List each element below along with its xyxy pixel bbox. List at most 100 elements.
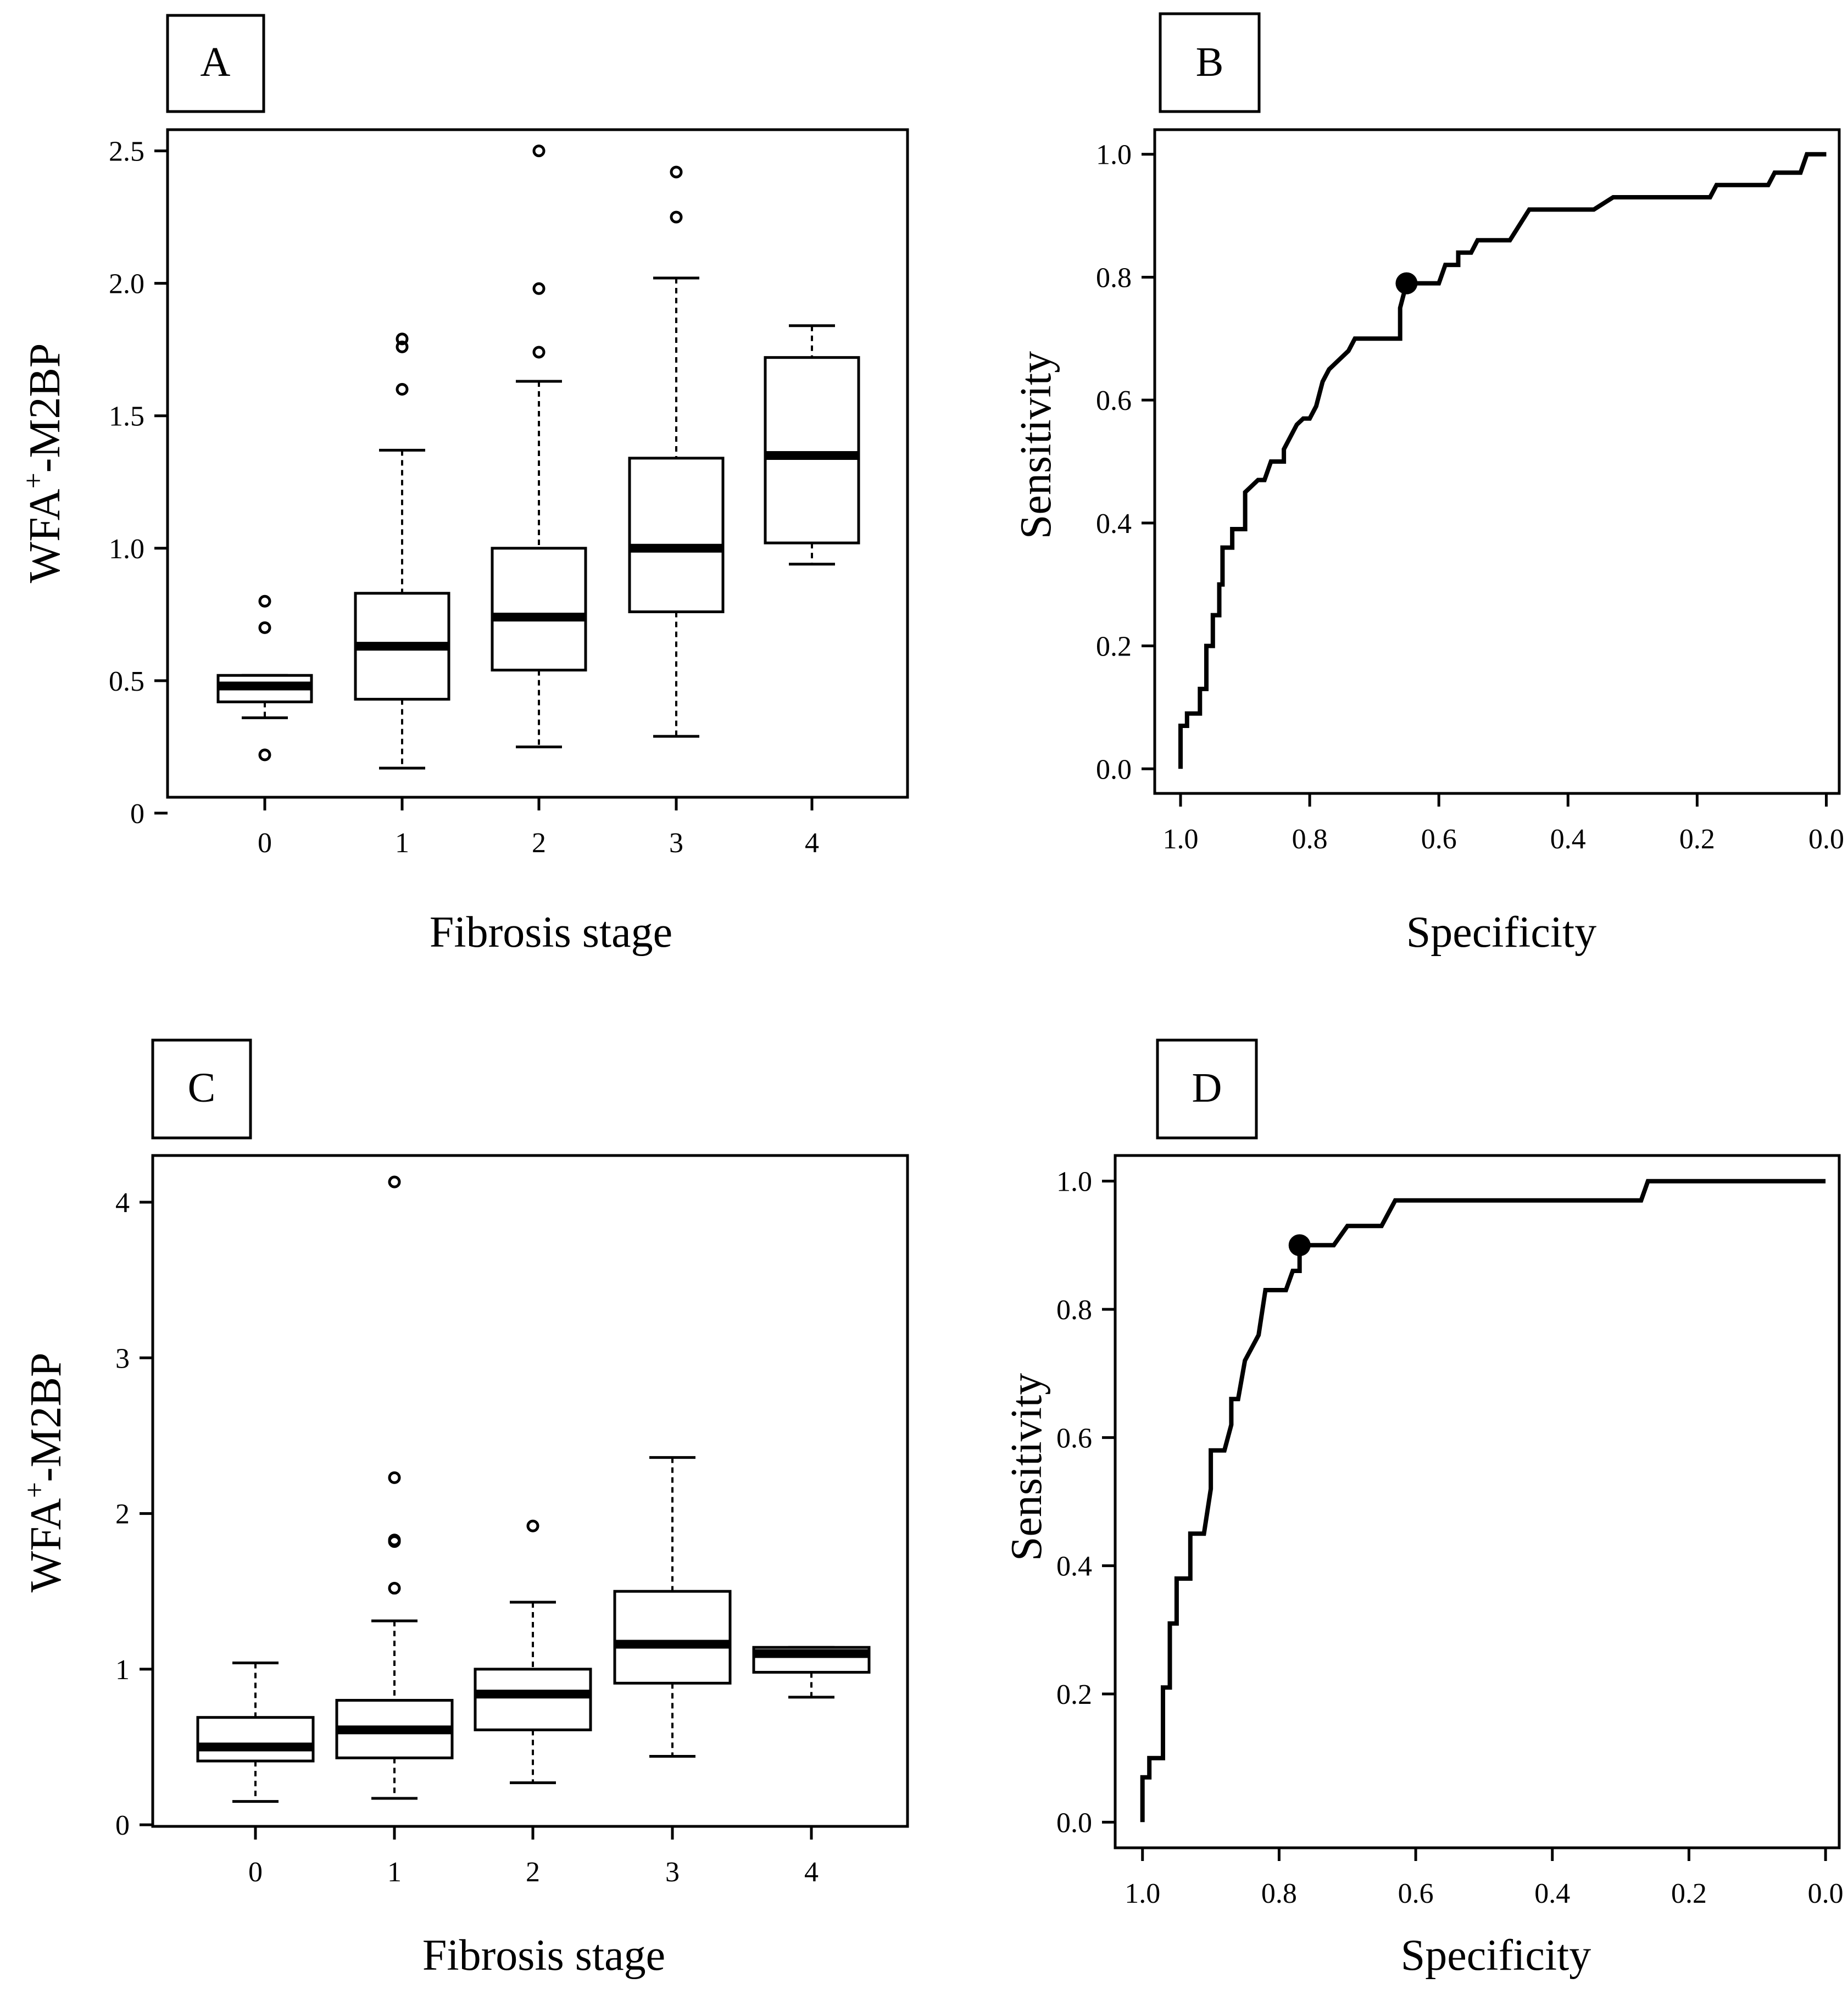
panel-d-x-axis-label: Specificity bbox=[1401, 1931, 1591, 1980]
panel-d-y-axis-label: Sensitivity bbox=[1003, 1373, 1051, 1561]
panel-a-box-iqr bbox=[764, 356, 860, 545]
panel-d-marks: 0.0 0.2 0.4 0.6 0.8 1.0 1.0 0.8 0.6 0.4 0.2 0.0 bbox=[1056, 1166, 1844, 1909]
panel-a-box-stage-4 bbox=[764, 324, 860, 566]
panel-c-y-tick-label: 3 bbox=[115, 1343, 130, 1374]
panel-b-x-tick-label: 0.2 bbox=[1679, 824, 1715, 855]
panel-d-y-tick-label: 0.4 bbox=[1056, 1551, 1092, 1582]
panel-c-box-stage-2 bbox=[474, 1519, 592, 1785]
panel-c-box-iqr bbox=[613, 1590, 732, 1685]
panel-b-plot-frame bbox=[1153, 128, 1841, 795]
panel-d: D 0.0 0.2 0.4 0.6 0.8 1.0 1.0 0.8 0.6 0.4 0.2 0.0 S… bbox=[1003, 1038, 1844, 1980]
panel-c-x-tick-label: 0 bbox=[248, 1857, 263, 1888]
panel-c-y-axis-label-main: WFA bbox=[22, 1498, 70, 1592]
panel-a-y-tick-label: 1.5 bbox=[109, 401, 144, 432]
panel-a-letter-box bbox=[166, 14, 265, 113]
panel-d-x-tick-label: 0.8 bbox=[1261, 1878, 1297, 1909]
panel-d-x-tick-label: 0.6 bbox=[1398, 1878, 1434, 1909]
panel-a-outlier-point bbox=[532, 282, 546, 295]
panel-a-letter: A bbox=[201, 39, 231, 85]
panel-c-letter: C bbox=[188, 1065, 216, 1111]
panel-a-box-stage-3 bbox=[628, 165, 725, 738]
panel-b-y-tick-label: 0.4 bbox=[1096, 508, 1132, 540]
panel-b-x-tick-label: 0.8 bbox=[1292, 824, 1328, 855]
panel-c-box-stage-0 bbox=[196, 1662, 315, 1803]
panel-a-box-iqr bbox=[628, 457, 725, 613]
panel-b-y-tick-label: 1.0 bbox=[1096, 140, 1132, 171]
panel-a-box-stage-2 bbox=[491, 145, 587, 748]
panel-a-outlier-point bbox=[396, 383, 409, 396]
panel-c-letter-box bbox=[151, 1038, 252, 1140]
panel-a-y-tick-label: 0.5 bbox=[109, 666, 144, 697]
panel-c-box-iqr bbox=[474, 1668, 592, 1731]
panel-b-y-tick-label: 0.0 bbox=[1096, 754, 1132, 785]
panel-c-x-axis-label: Fibrosis stage bbox=[422, 1931, 665, 1980]
panel-a-outlier-point bbox=[258, 748, 271, 762]
panel-c-outlier-point bbox=[388, 1535, 401, 1548]
panel-c-outlier-point bbox=[388, 1471, 401, 1484]
panel-c-plot-frame bbox=[151, 1154, 909, 1828]
panel-c-box-stage-1 bbox=[335, 1175, 454, 1800]
panel-a-box-stage-0 bbox=[216, 595, 313, 762]
panel-d-plot-frame bbox=[1114, 1154, 1841, 1849]
panel-a-outlier-point bbox=[258, 621, 271, 634]
panel-c-box-stage-3 bbox=[613, 1456, 732, 1758]
panel-d-y-tick-label: 0.8 bbox=[1056, 1295, 1092, 1326]
panel-c-box-stage-4 bbox=[752, 1646, 871, 1699]
panel-a-x-tick-label: 4 bbox=[805, 827, 819, 859]
panel-b-letter: B bbox=[1196, 39, 1224, 85]
panel-b-roc-curve bbox=[1178, 152, 1827, 769]
panel-a-x-tick-label: 2 bbox=[532, 827, 546, 859]
panel-d-x-tick-label: 1.0 bbox=[1125, 1878, 1160, 1909]
panel-c-x-tick-label: 4 bbox=[804, 1857, 819, 1888]
panel-a-x-axis-label: Fibrosis stage bbox=[430, 908, 672, 957]
panel-a-outlier-point bbox=[532, 346, 546, 359]
panel-a-outlier-point bbox=[396, 340, 409, 353]
panel-a-marks: 0 0.5 1.0 1.5 2.0 2.5 0 1 2 3 4 bbox=[109, 136, 860, 859]
panel-c-y-axis-label: WFA+-M2BP bbox=[19, 1353, 70, 1593]
panel-a-outlier-point bbox=[396, 332, 409, 346]
panel-c-outlier-point bbox=[388, 1175, 401, 1188]
panel-d-y-tick-label: 1.0 bbox=[1056, 1166, 1092, 1198]
panel-b-x-tick-label: 1.0 bbox=[1163, 824, 1199, 855]
panel-a-box-iqr bbox=[491, 547, 587, 672]
panel-a-y-tick-label: 2.5 bbox=[109, 136, 144, 168]
panel-b-y-tick-label: 0.6 bbox=[1096, 385, 1132, 416]
panel-b-x-tick-label: 0.0 bbox=[1808, 824, 1844, 855]
panel-b: B 0.0 0.2 0.4 0.6 0.8 1.0 1.0 0.8 0.6 0.4 0.2 0.0 S… bbox=[1012, 12, 1844, 957]
panel-c-outlier-point bbox=[388, 1582, 401, 1595]
panel-a-y-axis-label-rest: -M2BP bbox=[21, 343, 69, 473]
panel-a-outlier-point bbox=[670, 165, 683, 179]
panel-a-box-stage-1 bbox=[354, 332, 450, 770]
panel-b-x-axis-label: Specificity bbox=[1406, 908, 1597, 957]
panel-b-x-tick-label: 0.6 bbox=[1421, 824, 1457, 855]
panel-c-y-tick-label: 4 bbox=[115, 1187, 130, 1219]
panel-a-outlier-point bbox=[258, 595, 271, 608]
panel-b-x-tick-label: 0.4 bbox=[1550, 824, 1586, 855]
panel-a-y-axis-label-main: WFA bbox=[21, 488, 69, 583]
panel-b-y-tick-label: 0.8 bbox=[1096, 262, 1132, 293]
panel-d-x-tick-label: 0.2 bbox=[1671, 1878, 1707, 1909]
panel-c-box-iqr bbox=[196, 1716, 315, 1763]
panel-c-x-tick-label: 3 bbox=[665, 1857, 680, 1888]
panel-a-outlier-point bbox=[670, 210, 683, 224]
panel-d-y-tick-label: 0.6 bbox=[1056, 1423, 1092, 1454]
panel-d-y-tick-label: 0.2 bbox=[1056, 1679, 1092, 1710]
panel-d-x-tick-label: 0.4 bbox=[1534, 1878, 1570, 1909]
panel-a-x-tick-label: 3 bbox=[669, 827, 683, 859]
panel-c-marks: 0 1 2 3 4 0 1 2 3 4 bbox=[115, 1175, 871, 1888]
panel-b-optimal-cutoff-point bbox=[1395, 272, 1418, 295]
panel-b-y-tick-label: 0.2 bbox=[1096, 631, 1132, 663]
panel-d-x-tick-label: 0.0 bbox=[1808, 1878, 1844, 1909]
panel-d-y-tick-label: 0.0 bbox=[1056, 1807, 1092, 1838]
panel-c-y-tick-label: 1 bbox=[115, 1654, 130, 1686]
panel-c-x-tick-label: 1 bbox=[387, 1857, 402, 1888]
panel-d-optimal-cutoff-point bbox=[1288, 1234, 1311, 1257]
panel-c-y-axis-label-sup: + bbox=[19, 1482, 51, 1498]
panel-b-letter-box bbox=[1159, 12, 1261, 113]
panel-c: C 0 1 2 3 4 0 1 2 3 4 Fibrosis stage WFA+-M2BP bbox=[19, 1038, 909, 1980]
panel-c-y-tick-label: 0 bbox=[115, 1810, 130, 1841]
panel-a-y-axis-label: WFA+-M2BP bbox=[18, 343, 69, 584]
panel-d-letter-box bbox=[1156, 1038, 1258, 1140]
panel-a-y-axis-label-sup: + bbox=[18, 473, 49, 488]
